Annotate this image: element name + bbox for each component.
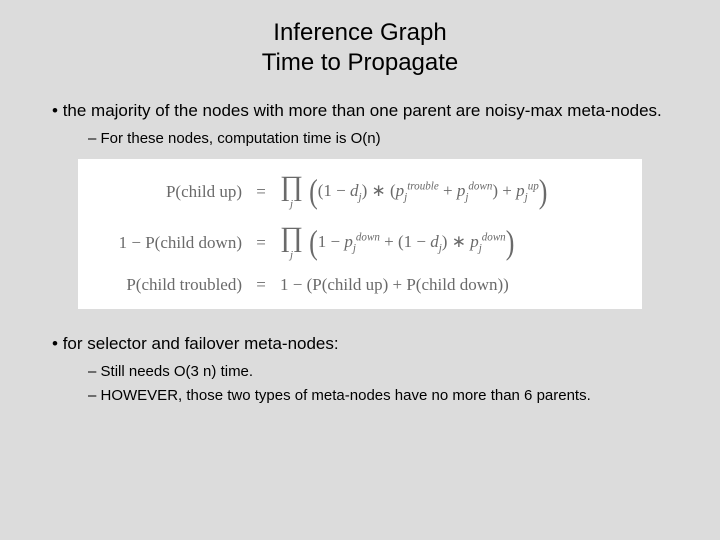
subbullet-max-parents: HOWEVER, those two types of meta-nodes h… xyxy=(88,386,690,406)
equation-row-2: 1 − P(child down) = ∏j (1 − pjdown + (1 … xyxy=(92,224,628,261)
title-line-2: Time to Propagate xyxy=(262,49,459,76)
eq1-rhs: ∏j ((1 − dj) ∗ (pjtrouble + pjdown) + pj… xyxy=(270,173,628,210)
section-selector-failover: for selector and failover meta-nodes: St… xyxy=(30,333,690,406)
equals-sign: = xyxy=(252,275,270,295)
eq3-rhs: 1 − (P(child up) + P(child down)) xyxy=(270,275,628,295)
eq2-lhs: 1 − P(child down) xyxy=(92,233,252,253)
eq2-rhs: ∏j (1 − pjdown + (1 − dj) ∗ pjdown) xyxy=(270,224,628,261)
eq3-lhs: P(child troubled) xyxy=(92,275,252,295)
equation-row-1: P(child up) = ∏j ((1 − dj) ∗ (pjtrouble … xyxy=(92,173,628,210)
slide: Inference Graph Time to Propagate the ma… xyxy=(0,0,720,540)
bullet-selector-failover: for selector and failover meta-nodes: xyxy=(52,333,690,356)
product-symbol: ∏j xyxy=(280,224,303,261)
subbullet-o3n: Still needs O(3 n) time. xyxy=(88,362,690,382)
bullet-noisy-max: the majority of the nodes with more than… xyxy=(52,100,690,123)
equation-box: P(child up) = ∏j ((1 − dj) ∗ (pjtrouble … xyxy=(78,159,642,309)
slide-title: Inference Graph Time to Propagate xyxy=(30,18,690,78)
equals-sign: = xyxy=(252,233,270,253)
equation-row-3: P(child troubled) = 1 − (P(child up) + P… xyxy=(92,275,628,295)
equals-sign: = xyxy=(252,182,270,202)
product-symbol: ∏j xyxy=(280,173,303,210)
eq1-lhs: P(child up) xyxy=(92,182,252,202)
subbullet-complexity-on: For these nodes, computation time is O(n… xyxy=(88,129,690,149)
title-line-1: Inference Graph xyxy=(273,19,446,46)
